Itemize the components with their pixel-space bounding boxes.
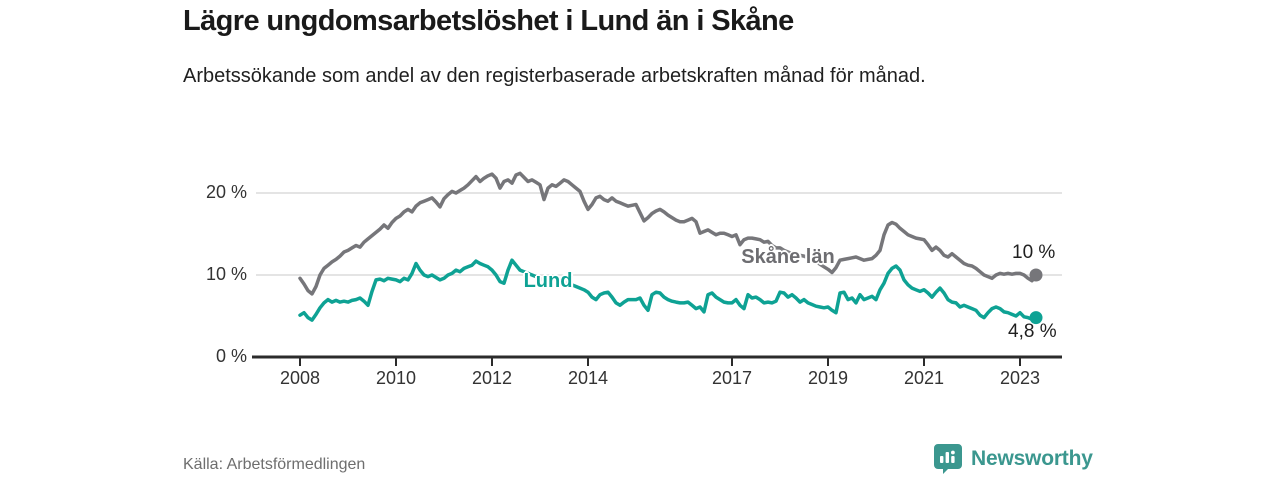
- y-axis-tick-label-0: 0 %: [215, 346, 247, 366]
- y-axis-tick-label-10: 10 %: [205, 264, 247, 284]
- x-axis-tick-label-2010: 2010: [375, 368, 417, 388]
- x-axis-tick-label-2017: 2017: [711, 368, 753, 388]
- newsworthy-bubble-chart-icon: [933, 443, 963, 475]
- end-value-label-skane: 10 %: [1012, 242, 1056, 263]
- series-label-skane-lan: Skåne län: [741, 246, 835, 268]
- series-label-lund: Lund: [523, 270, 573, 292]
- x-axis-tick-label-2019: 2019: [807, 368, 849, 388]
- x-axis-tick-label-2008: 2008: [279, 368, 321, 388]
- series-line-lund: [298, 258, 1038, 322]
- end-dot-lund: [1029, 311, 1043, 325]
- end-dot-skåne-län: [1029, 268, 1043, 282]
- newsworthy-logo: Newsworthy: [933, 443, 1093, 475]
- newsworthy-wordmark: Newsworthy: [971, 447, 1093, 470]
- series-line-skåne-län: [298, 171, 1038, 296]
- chart-subtitle: Arbetssökande som andel av den registerb…: [183, 65, 926, 87]
- end-value-label-lund: 4,8 %: [1008, 321, 1057, 342]
- x-axis-tick-label-2012: 2012: [471, 368, 513, 388]
- source-note: Källa: Arbetsförmedlingen: [183, 456, 366, 473]
- x-axis-tick-label-2014: 2014: [567, 368, 609, 388]
- y-axis-tick-label-20: 20 %: [205, 182, 247, 202]
- x-axis-tick-label-2023: 2023: [999, 368, 1041, 388]
- x-axis-tick-label-2021: 2021: [903, 368, 945, 388]
- chart-title: Lägre ungdomsarbetslöshet i Lund än i Sk…: [183, 5, 794, 37]
